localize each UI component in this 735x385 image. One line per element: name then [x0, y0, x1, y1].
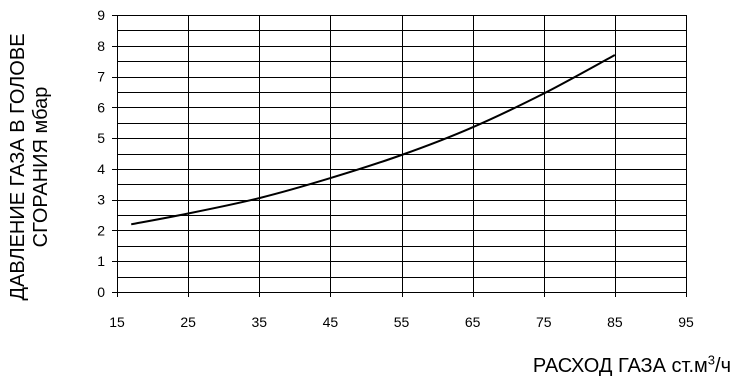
- grid: [112, 15, 687, 297]
- x-tick-label: 65: [465, 314, 481, 330]
- series-line: [131, 54, 616, 226]
- x-tick-label: 55: [394, 314, 410, 330]
- y-tick-label: 6: [97, 99, 105, 115]
- x-axis-title-text: РАСХОД ГАЗА ст.м: [532, 355, 708, 377]
- y-tick-label: 5: [97, 130, 105, 146]
- y-tick-label: 4: [97, 161, 105, 177]
- x-axis-title: РАСХОД ГАЗА ст.м3/ч: [532, 352, 731, 378]
- y-tick-label: 8: [97, 38, 105, 54]
- x-tick-label: 85: [607, 314, 623, 330]
- x-tick-label: 45: [323, 314, 339, 330]
- y-tick-label: 7: [97, 69, 105, 85]
- y-tick-label: 9: [97, 7, 105, 23]
- x-tick-label: 25: [180, 314, 196, 330]
- y-tick-label: 0: [97, 284, 105, 300]
- series-group: [131, 54, 616, 226]
- x-tick-label: 15: [109, 314, 125, 330]
- y-tick-label: 1: [97, 253, 105, 269]
- x-axis-title-superscript: 3: [707, 352, 716, 368]
- y-axis-title-line-1: ДАВЛЕНИЕ ГАЗА В ГОЛОВЕ: [7, 33, 29, 300]
- x-tick-label: 95: [678, 314, 694, 330]
- y-tick-label: 3: [97, 192, 105, 208]
- y-tick-label: 2: [97, 222, 105, 238]
- x-tick-label: 35: [251, 314, 267, 330]
- x-tick-label: 75: [536, 314, 552, 330]
- x-axis-title-suffix: /ч: [715, 355, 731, 377]
- y-axis-title-line-2: СГОРАНИЯ мбар: [30, 87, 52, 248]
